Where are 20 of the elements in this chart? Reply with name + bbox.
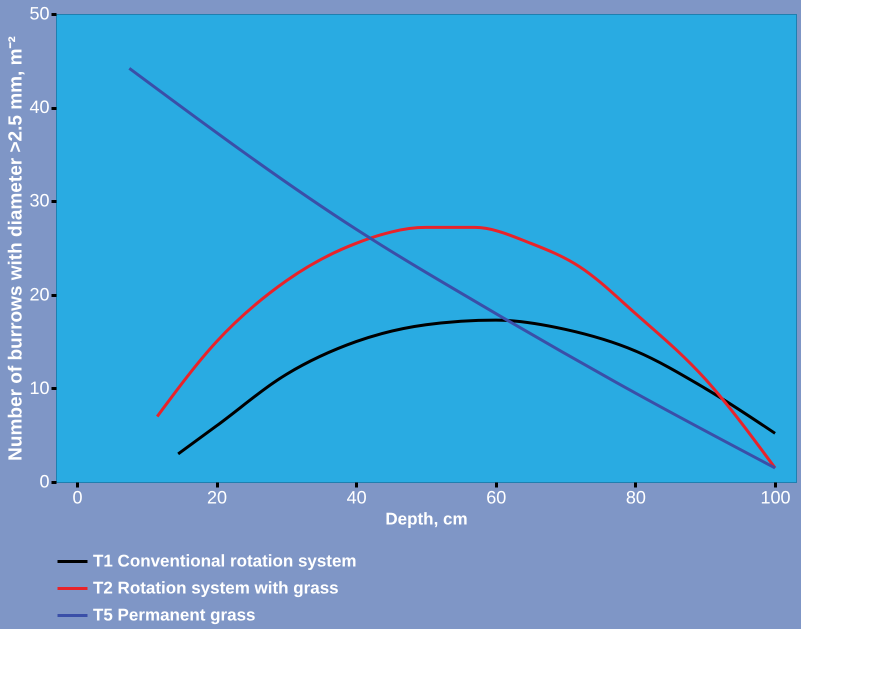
x-tick-label: 40 xyxy=(346,488,367,508)
x-tick-label: 60 xyxy=(486,488,506,508)
x-tick-label: 100 xyxy=(760,488,791,508)
x-axis-title: Depth, cm xyxy=(385,510,468,528)
y-tick-label: 40 xyxy=(29,97,50,118)
y-tick-label: 20 xyxy=(29,284,50,304)
legend-label: T1 Conventional rotation system xyxy=(93,552,357,570)
line-series xyxy=(128,66,777,470)
y-axis-title: Number of burrows with diameter >2.5 mm, m⁻² xyxy=(5,36,26,461)
legend-label: T2 Rotation system with grass xyxy=(93,578,339,598)
y-tick-label: 10 xyxy=(29,378,50,398)
x-tick-label: 0 xyxy=(72,488,82,508)
line-series xyxy=(156,226,777,470)
y-tick-label: 50 xyxy=(29,4,50,24)
y-tick-label: 0 xyxy=(39,472,50,492)
x-tick-label: 20 xyxy=(207,488,228,508)
line-series xyxy=(176,318,777,456)
legend-label: T5 Permanent grass xyxy=(93,606,256,624)
x-tick-label: 80 xyxy=(626,488,646,508)
y-tick-label: 30 xyxy=(29,190,50,211)
